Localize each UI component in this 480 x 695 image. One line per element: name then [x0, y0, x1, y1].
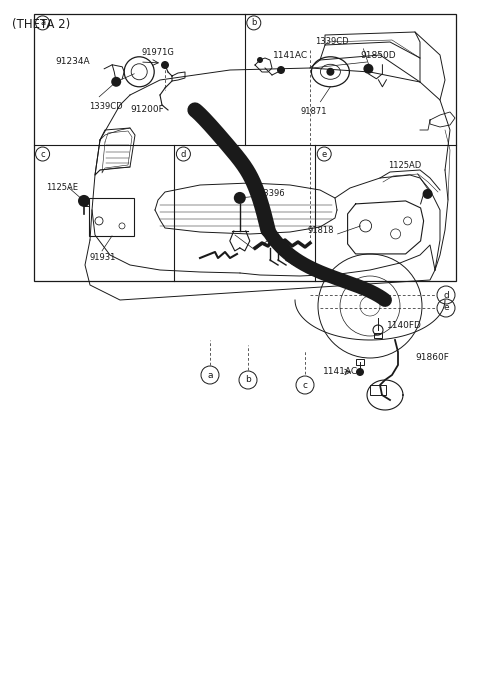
- Text: c: c: [302, 380, 308, 389]
- Circle shape: [277, 66, 285, 74]
- Text: 1141AC: 1141AC: [273, 51, 308, 60]
- Bar: [370, 385, 386, 395]
- Text: 1141AC: 1141AC: [323, 368, 358, 377]
- Text: 13396: 13396: [258, 190, 285, 198]
- Text: 91860F: 91860F: [415, 354, 449, 363]
- Circle shape: [326, 68, 335, 76]
- Bar: [356, 359, 364, 365]
- Text: 91234A: 91234A: [55, 58, 90, 67]
- Text: 1125AE: 1125AE: [46, 183, 78, 193]
- Circle shape: [356, 368, 364, 376]
- Text: a: a: [207, 370, 213, 379]
- Text: 1339CD: 1339CD: [315, 38, 349, 47]
- Circle shape: [422, 189, 432, 199]
- Bar: [374, 333, 382, 338]
- Circle shape: [234, 192, 246, 204]
- Text: b: b: [245, 375, 251, 384]
- Text: 91200F: 91200F: [130, 106, 164, 115]
- Text: 91850D: 91850D: [360, 51, 396, 60]
- Text: e: e: [443, 304, 449, 313]
- Text: 91871: 91871: [300, 107, 327, 116]
- Circle shape: [257, 57, 263, 63]
- Bar: [89, 198, 134, 236]
- Circle shape: [161, 61, 169, 69]
- Text: 1140FD: 1140FD: [387, 320, 422, 329]
- Text: 91971G: 91971G: [141, 48, 174, 57]
- Text: d: d: [443, 291, 449, 300]
- Text: a: a: [40, 18, 45, 27]
- Circle shape: [78, 195, 90, 207]
- Bar: [34, 14, 456, 281]
- Text: c: c: [40, 149, 45, 158]
- Text: 1339CD: 1339CD: [89, 102, 123, 111]
- Text: 1125AD: 1125AD: [387, 161, 421, 170]
- Text: 91931: 91931: [89, 254, 115, 263]
- Text: e: e: [322, 149, 327, 158]
- Text: b: b: [251, 18, 256, 27]
- Text: (THETA 2): (THETA 2): [12, 18, 70, 31]
- Circle shape: [111, 76, 121, 87]
- Text: 91818: 91818: [308, 227, 334, 236]
- Circle shape: [363, 64, 373, 74]
- Text: d: d: [180, 149, 186, 158]
